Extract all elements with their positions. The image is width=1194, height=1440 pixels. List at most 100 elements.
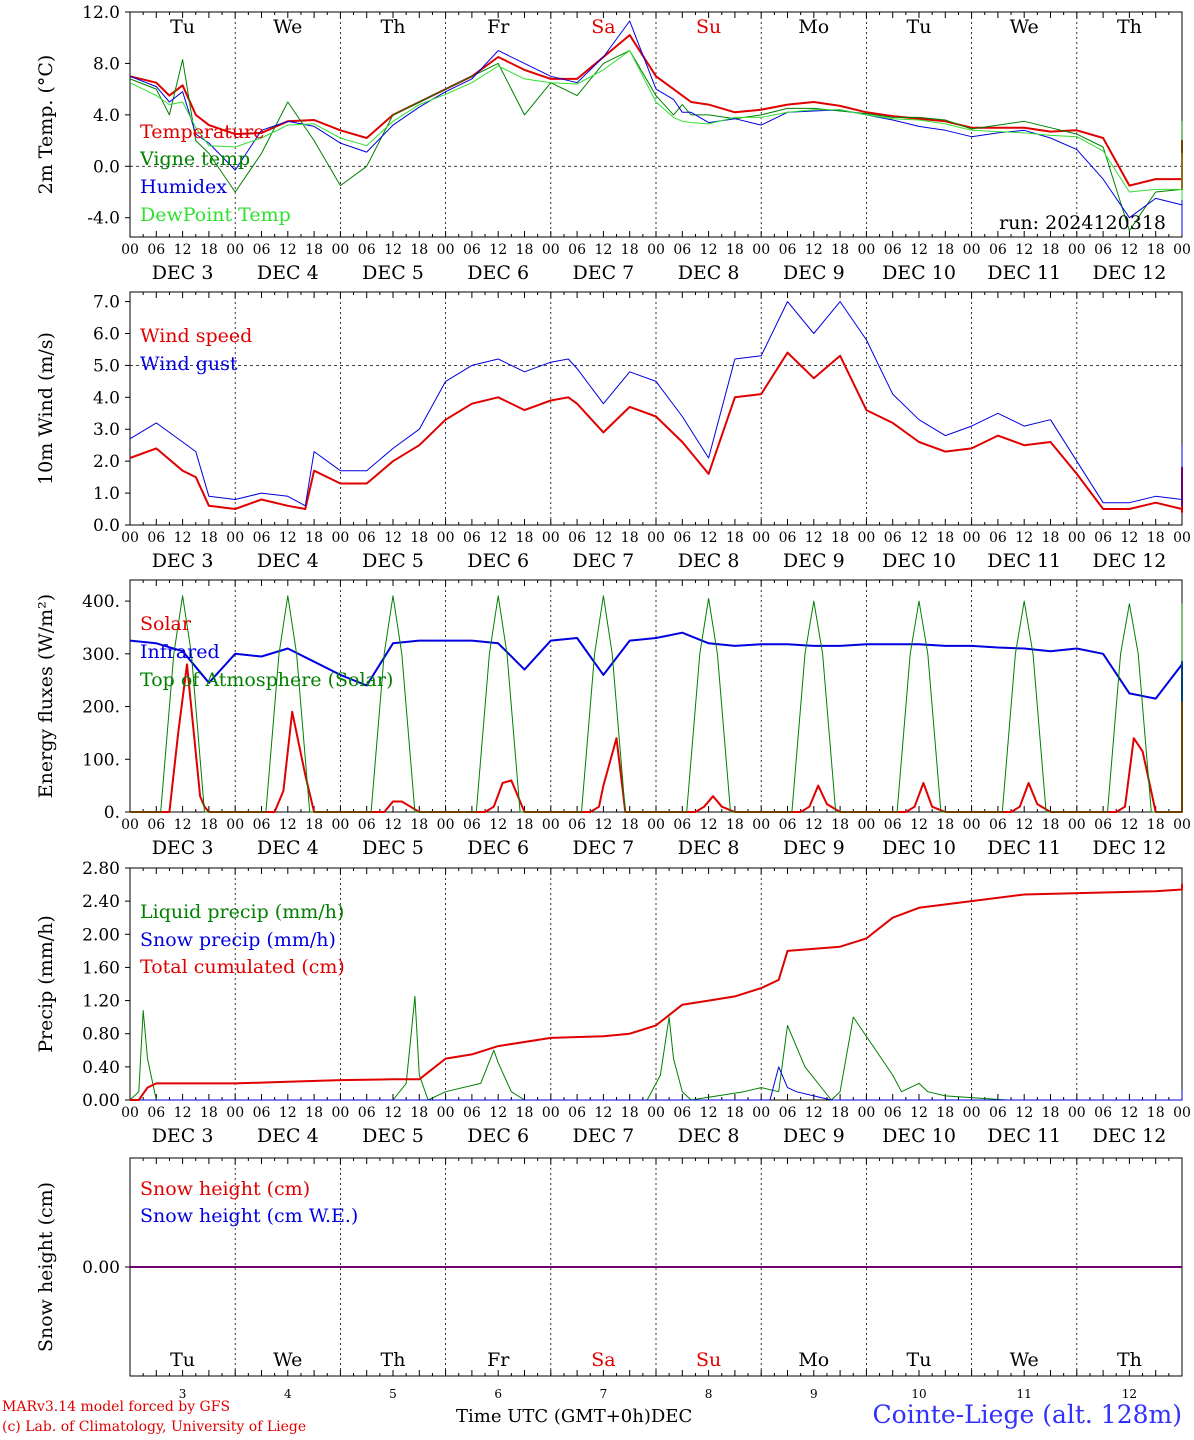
hour-tick-label: 00 (963, 530, 981, 546)
hour-tick-label: 18 (831, 530, 849, 546)
hour-tick-label: 12 (174, 242, 192, 258)
hour-tick-label: 12 (805, 242, 823, 258)
y-tick-label: 0.00 (82, 1258, 120, 1278)
y-tick-label: 6.0 (93, 324, 120, 344)
date-label: DEC 6 (467, 550, 529, 572)
legend-label: Snow height (cm W.E.) (140, 1205, 358, 1227)
hour-tick-label: 00 (226, 530, 244, 546)
date-label: DEC 11 (987, 1125, 1061, 1147)
legend-label: DewPoint Temp (140, 204, 291, 226)
model-credit: MARv3.14 model forced by GFS (2, 1399, 231, 1415)
hour-tick-label: 12 (1015, 817, 1033, 833)
y-tick-label: 2.80 (82, 859, 120, 879)
legend-label: Humidex (140, 176, 227, 198)
y-tick-label: 4.0 (93, 388, 120, 408)
weekday-label: Tu (907, 1349, 932, 1371)
hour-tick-label: 00 (226, 817, 244, 833)
series-line-temperature (129, 34, 1183, 191)
hour-tick-label: 00 (1173, 1105, 1191, 1121)
hour-tick-label: 12 (279, 1105, 297, 1121)
hour-tick-label: 12 (1120, 1105, 1138, 1121)
hour-tick-label: 06 (253, 530, 271, 546)
hour-tick-label: 18 (516, 817, 534, 833)
y-axis-title: Energy fluxes (W/m²) (35, 594, 57, 798)
y-axis-title: 10m Wind (m/s) (35, 332, 57, 485)
weekday-label: Sa (591, 1349, 615, 1371)
hour-tick-label: 12 (174, 817, 192, 833)
hour-tick-label: 00 (1173, 530, 1191, 546)
date-label: DEC 3 (152, 550, 214, 572)
y-tick-label: 2.40 (82, 892, 120, 912)
hour-tick-label: 06 (568, 1105, 586, 1121)
time-axis-label: Time UTC (GMT+0h)DEC (456, 1406, 693, 1427)
hour-tick-label: 06 (1094, 817, 1112, 833)
day-number-label: 6 (494, 1387, 502, 1401)
hour-tick-label: 12 (1015, 530, 1033, 546)
hour-tick-label: 00 (857, 530, 875, 546)
hour-tick-label: 12 (700, 530, 718, 546)
date-label: DEC 4 (257, 262, 319, 284)
hour-tick-label: 12 (489, 817, 507, 833)
hour-tick-label: 18 (1042, 242, 1060, 258)
y-axis-title: 2m Temp. (°C) (35, 55, 57, 195)
hour-tick-label: 00 (857, 1105, 875, 1121)
weekday-label: Th (381, 16, 406, 38)
hour-tick-label: 00 (647, 1105, 665, 1121)
day-number-label: 4 (284, 1387, 292, 1401)
hour-tick-label: 18 (936, 817, 954, 833)
hour-tick-label: 00 (752, 1105, 770, 1121)
hour-tick-label: 06 (463, 242, 481, 258)
hour-tick-label: 12 (384, 1105, 402, 1121)
hour-tick-label: 06 (358, 817, 376, 833)
hour-tick-label: 06 (779, 530, 797, 546)
series-line-dewpoint-temp (129, 50, 1183, 201)
legend-label: Infrared (140, 641, 220, 663)
date-label: DEC 11 (987, 550, 1061, 572)
hour-tick-label: 18 (726, 242, 744, 258)
weekday-label: Tu (170, 16, 195, 38)
hour-tick-label: 00 (1068, 817, 1086, 833)
hour-tick-label: 12 (1015, 242, 1033, 258)
station-name: Cointe-Liege (alt. 128m) (872, 1400, 1182, 1429)
day-number-label: 8 (705, 1387, 713, 1401)
y-tick-label: 0. (104, 803, 120, 823)
weekday-label: Fr (487, 16, 510, 38)
y-tick-label: 1.60 (82, 958, 120, 978)
hour-tick-label: 12 (1120, 817, 1138, 833)
date-label: DEC 6 (467, 262, 529, 284)
weekday-label: Mo (798, 16, 829, 38)
date-label: DEC 9 (783, 262, 845, 284)
date-label: DEC 5 (362, 1125, 424, 1147)
hour-tick-label: 18 (726, 817, 744, 833)
hour-tick-label: 18 (305, 242, 323, 258)
hour-tick-label: 12 (279, 242, 297, 258)
hour-tick-label: 18 (831, 242, 849, 258)
date-label: DEC 12 (1092, 1125, 1166, 1147)
hour-tick-label: 18 (410, 530, 428, 546)
hour-tick-label: 06 (253, 1105, 271, 1121)
hour-tick-label: 06 (884, 817, 902, 833)
hour-tick-label: 12 (910, 242, 928, 258)
date-label: DEC 8 (678, 837, 740, 859)
snow-panel (125, 1157, 1183, 1377)
date-label: DEC 3 (152, 1125, 214, 1147)
hour-tick-label: 12 (910, 1105, 928, 1121)
y-tick-label: 3.0 (93, 420, 120, 440)
hour-tick-label: 00 (331, 1105, 349, 1121)
date-label: DEC 7 (573, 262, 635, 284)
hour-tick-label: 00 (1173, 242, 1191, 258)
hour-tick-label: 18 (516, 242, 534, 258)
legend-label: Liquid precip (mm/h) (140, 901, 344, 923)
series-line-total-cumulated-cm- (130, 883, 1183, 1101)
hour-tick-label: 18 (516, 1105, 534, 1121)
precip-panel (125, 867, 1183, 1101)
hour-tick-label: 18 (936, 1105, 954, 1121)
hour-tick-label: 18 (516, 530, 534, 546)
hour-tick-label: 18 (831, 817, 849, 833)
hour-tick-label: 06 (989, 530, 1007, 546)
series-line-solar (130, 663, 1183, 813)
hour-tick-label: 18 (936, 530, 954, 546)
date-label: DEC 9 (783, 837, 845, 859)
day-number-label: 5 (389, 1387, 397, 1401)
hour-tick-label: 18 (726, 1105, 744, 1121)
